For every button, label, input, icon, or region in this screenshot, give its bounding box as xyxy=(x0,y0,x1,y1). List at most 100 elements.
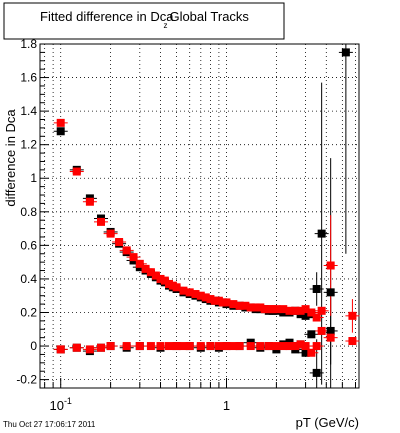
grid-lines xyxy=(40,43,359,388)
data-point-red xyxy=(235,301,244,310)
y-tick-label: 0.2 xyxy=(20,305,37,319)
data-point-red xyxy=(301,305,310,314)
data-point-black xyxy=(312,284,321,293)
data-point-red xyxy=(146,342,155,351)
x-axis: 10-1 1 xyxy=(44,378,356,413)
data-point-red xyxy=(296,306,305,315)
data-point-red xyxy=(326,333,335,342)
data-point-red xyxy=(241,301,250,310)
data-point-black xyxy=(326,326,335,335)
data-point-red xyxy=(326,261,335,270)
data-point-red xyxy=(85,197,94,206)
data-point-red xyxy=(301,342,310,351)
data-point-red xyxy=(256,303,265,312)
data-point-black xyxy=(312,368,321,377)
timestamp: Thu Oct 27 17:06:17 2011 xyxy=(3,420,96,429)
y-tick-label: 0 xyxy=(30,339,37,353)
data-point-red xyxy=(307,348,316,357)
y-tick-label: 1.8 xyxy=(20,37,37,51)
data-point-red xyxy=(129,253,138,262)
chart-title: Fitted difference in Dca zGlobal Tracks xyxy=(40,9,249,30)
data-point-red xyxy=(164,342,173,351)
data-point-red xyxy=(291,306,300,315)
data-point-red xyxy=(229,300,238,309)
data-point-red xyxy=(235,342,244,351)
data-point-red xyxy=(317,306,326,315)
data-point-red xyxy=(291,342,300,351)
data-point-red xyxy=(285,306,294,315)
data-point-red xyxy=(222,342,231,351)
data-point-red xyxy=(272,342,281,351)
data-point-red xyxy=(272,305,281,314)
y-tick-label: -0.2 xyxy=(16,373,37,387)
title-prefix: Fitted difference in Dca xyxy=(40,9,174,24)
data-point-red xyxy=(279,342,288,351)
data-point-black xyxy=(341,48,350,57)
data-point-red xyxy=(72,167,81,176)
data-point-red xyxy=(185,288,194,297)
y-tick-label: 1.4 xyxy=(20,104,37,118)
data-point-red xyxy=(172,342,181,351)
data-point-red xyxy=(206,295,215,304)
data-point-red xyxy=(348,337,357,346)
data-point-red xyxy=(191,290,200,299)
data-point-black xyxy=(317,229,326,238)
data-point-red xyxy=(141,264,150,273)
data-point-red xyxy=(172,283,181,292)
data-point-black xyxy=(301,348,310,357)
data-point-red xyxy=(115,238,124,247)
data-point-black xyxy=(326,288,335,297)
data-point-red xyxy=(307,308,316,317)
data-point-red xyxy=(56,118,65,127)
x-axis-title: pT (GeV/c) xyxy=(296,415,359,430)
title-subscript: z xyxy=(163,21,167,30)
data-points xyxy=(56,48,357,377)
data-point-red xyxy=(210,296,219,305)
data-point-red xyxy=(85,345,94,354)
plot-frame xyxy=(39,43,360,389)
data-point-red xyxy=(97,343,106,352)
data-point-red xyxy=(160,276,169,285)
y-tick-label: 1 xyxy=(30,171,37,185)
data-point-red xyxy=(106,229,115,238)
y-tick-label: 1.6 xyxy=(20,71,37,85)
data-point-red xyxy=(296,340,305,349)
data-point-black xyxy=(56,127,65,136)
data-point-red xyxy=(156,342,165,351)
data-point-red xyxy=(214,342,223,351)
data-point-red xyxy=(196,342,205,351)
data-point-red xyxy=(156,274,165,283)
y-tick-label: 1.2 xyxy=(20,138,37,152)
data-point-red xyxy=(122,246,131,255)
data-point-red xyxy=(56,345,65,354)
y-axis-title: difference in Dca xyxy=(3,109,18,207)
y-tick-label: 0.6 xyxy=(20,238,37,252)
data-point-red xyxy=(179,286,188,295)
data-point-red xyxy=(179,342,188,351)
data-point-red xyxy=(348,311,357,320)
data-point-red xyxy=(279,305,288,314)
data-point-red xyxy=(122,342,131,351)
data-point-red xyxy=(222,298,231,307)
data-point-red xyxy=(317,326,326,335)
data-point-red xyxy=(251,303,260,312)
data-point-red xyxy=(246,342,255,351)
data-point-red xyxy=(146,268,155,277)
title-suffix: Global Tracks xyxy=(169,9,249,24)
data-point-red xyxy=(246,303,255,312)
data-point-red xyxy=(185,342,194,351)
data-point-red xyxy=(206,342,215,351)
x-tick-label: 1 xyxy=(223,398,230,413)
data-point-red xyxy=(312,313,321,322)
data-point-red xyxy=(260,305,269,314)
data-point-red xyxy=(256,342,265,351)
data-point-red xyxy=(135,259,144,268)
data-point-red xyxy=(106,342,115,351)
data-point-red xyxy=(151,271,160,280)
title-box xyxy=(3,2,285,40)
data-point-black xyxy=(301,311,310,320)
data-point-red xyxy=(97,217,106,226)
data-point-red xyxy=(72,343,81,352)
y-tick-label: 0.8 xyxy=(20,205,37,219)
